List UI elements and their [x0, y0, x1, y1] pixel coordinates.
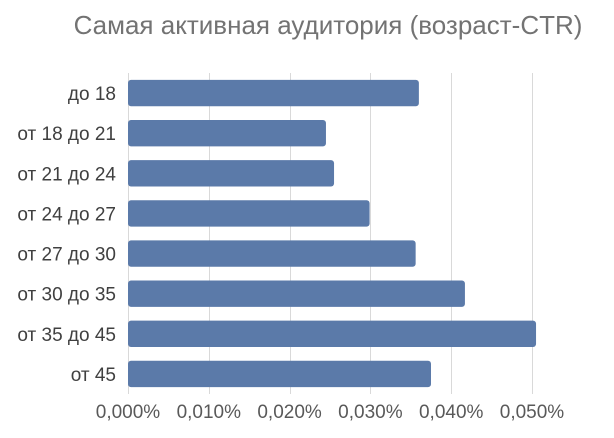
bar: [128, 360, 431, 388]
chart-title: Самая активная аудитория (возраст-CTR): [73, 10, 583, 40]
x-axis-ticks: 0,000% 0,010% 0,020% 0,030% 0,040% 0,050%: [96, 402, 565, 423]
x-tick-label: 0,030%: [338, 402, 403, 423]
bar: [128, 320, 537, 348]
bar: [128, 160, 335, 187]
bars: [128, 79, 537, 388]
x-tick-label: 0,040%: [419, 402, 484, 423]
category-label: от 21 до 24: [17, 164, 116, 185]
category-label: от 35 до 45: [17, 325, 116, 346]
category-label: от 18 до 21: [17, 124, 116, 145]
category-label: от 27 до 30: [17, 245, 116, 266]
bar: [128, 280, 465, 307]
x-tick-label: 0,020%: [257, 402, 322, 423]
category-label: от 24 до 27: [17, 204, 116, 225]
category-label: от 30 до 35: [17, 285, 116, 306]
category-label: от 45: [71, 365, 116, 386]
category-labels: до 18 от 18 до 21 от 21 до 24 от 24 до 27 от…: [17, 84, 116, 386]
bar: [128, 79, 419, 107]
bar: [128, 240, 416, 267]
bar: [128, 200, 370, 227]
x-tick-label: 0,010%: [177, 402, 242, 423]
x-tick-label: 0,000%: [96, 402, 161, 423]
category-label: до 18: [68, 84, 116, 105]
x-tick-label: 0,050%: [500, 402, 565, 423]
bar: [128, 119, 326, 147]
